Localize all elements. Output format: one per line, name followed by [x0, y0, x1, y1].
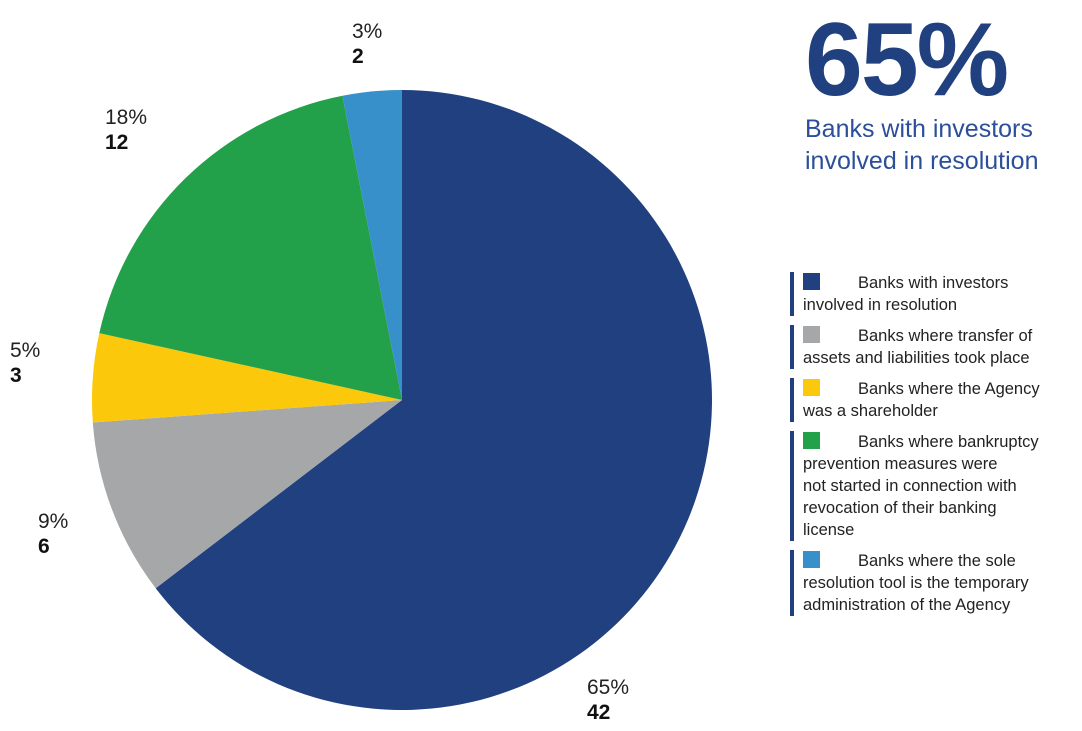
- legend-swatch-temporary: [803, 551, 820, 568]
- legend-label-line: prevention measures were: [803, 455, 998, 473]
- slice-label-shareholder: 5% 3: [10, 338, 40, 388]
- pie-slice-transfer: [92, 400, 402, 589]
- legend-label-line: Banks where the sole: [858, 552, 1016, 570]
- legend-item-temporary: Banks where the sole resolution tool is …: [790, 550, 1080, 616]
- legend-item-transfer: Banks where transfer of assets and liabi…: [790, 325, 1080, 369]
- slice-percent-temporary: 3%: [352, 20, 383, 43]
- slice-percent-transfer: 9%: [38, 510, 69, 533]
- legend-label-line: resolution tool is the temporary: [803, 574, 1029, 592]
- slice-label-temporary: 3% 2: [352, 19, 382, 69]
- headline-value: 65%: [805, 2, 1009, 118]
- legend-label-line: not started in connection with: [803, 477, 1017, 495]
- legend-label-line: was a shareholder: [803, 402, 938, 420]
- legend-item-investors: Banks with investors involved in resolut…: [790, 272, 1080, 316]
- pie-slice-shareholder: [92, 333, 402, 423]
- headline-caption-line1: Banks with investors: [805, 115, 1033, 143]
- pie-slice-bankruptcy: [99, 95, 402, 400]
- legend-swatch-shareholder: [803, 379, 820, 396]
- headline-caption-line2: involved in resolution: [805, 147, 1039, 175]
- legend-item-shareholder: Banks where the Agency was a shareholder: [790, 378, 1080, 422]
- slice-percent-shareholder: 5%: [10, 339, 41, 362]
- legend: Banks with investors involved in resolut…: [790, 272, 1080, 625]
- slice-label-investors: 65% 42: [587, 675, 629, 725]
- headline-stat: 65% Banks with investors involved in res…: [805, 8, 1075, 176]
- slice-count-shareholder: 3: [10, 364, 22, 388]
- slice-percent-investors: 65%: [587, 676, 630, 699]
- legend-label-line: involved in resolution: [803, 296, 958, 314]
- slice-count-transfer: 6: [38, 535, 50, 559]
- slice-label-bankruptcy: 18% 12: [105, 105, 147, 155]
- slice-count-investors: 42: [587, 701, 611, 725]
- pie-chart: [92, 90, 713, 710]
- slice-percent-bankruptcy: 18%: [105, 106, 148, 129]
- legend-label-line: Banks where transfer of: [858, 327, 1033, 345]
- legend-label-line: revocation of their banking: [803, 499, 997, 517]
- legend-label-line: administration of the Agency: [803, 596, 1011, 614]
- slice-label-transfer: 9% 6: [38, 509, 68, 559]
- legend-label-line: Banks where the Agency: [858, 380, 1040, 398]
- legend-label-line: assets and liabilities took place: [803, 349, 1030, 367]
- legend-label-line: Banks where bankruptcy: [858, 433, 1039, 451]
- legend-label-line: license: [803, 521, 855, 539]
- legend-swatch-transfer: [803, 326, 820, 343]
- legend-item-bankruptcy: Banks where bankruptcy prevention measur…: [790, 431, 1080, 541]
- legend-label-line: Banks with investors: [858, 274, 1009, 292]
- slice-count-bankruptcy: 12: [105, 131, 129, 155]
- pie-slice-investors: [155, 90, 713, 710]
- legend-swatch-investors: [803, 273, 820, 290]
- slice-count-temporary: 2: [352, 45, 364, 69]
- legend-swatch-bankruptcy: [803, 432, 820, 449]
- pie-slice-temporary: [342, 90, 402, 400]
